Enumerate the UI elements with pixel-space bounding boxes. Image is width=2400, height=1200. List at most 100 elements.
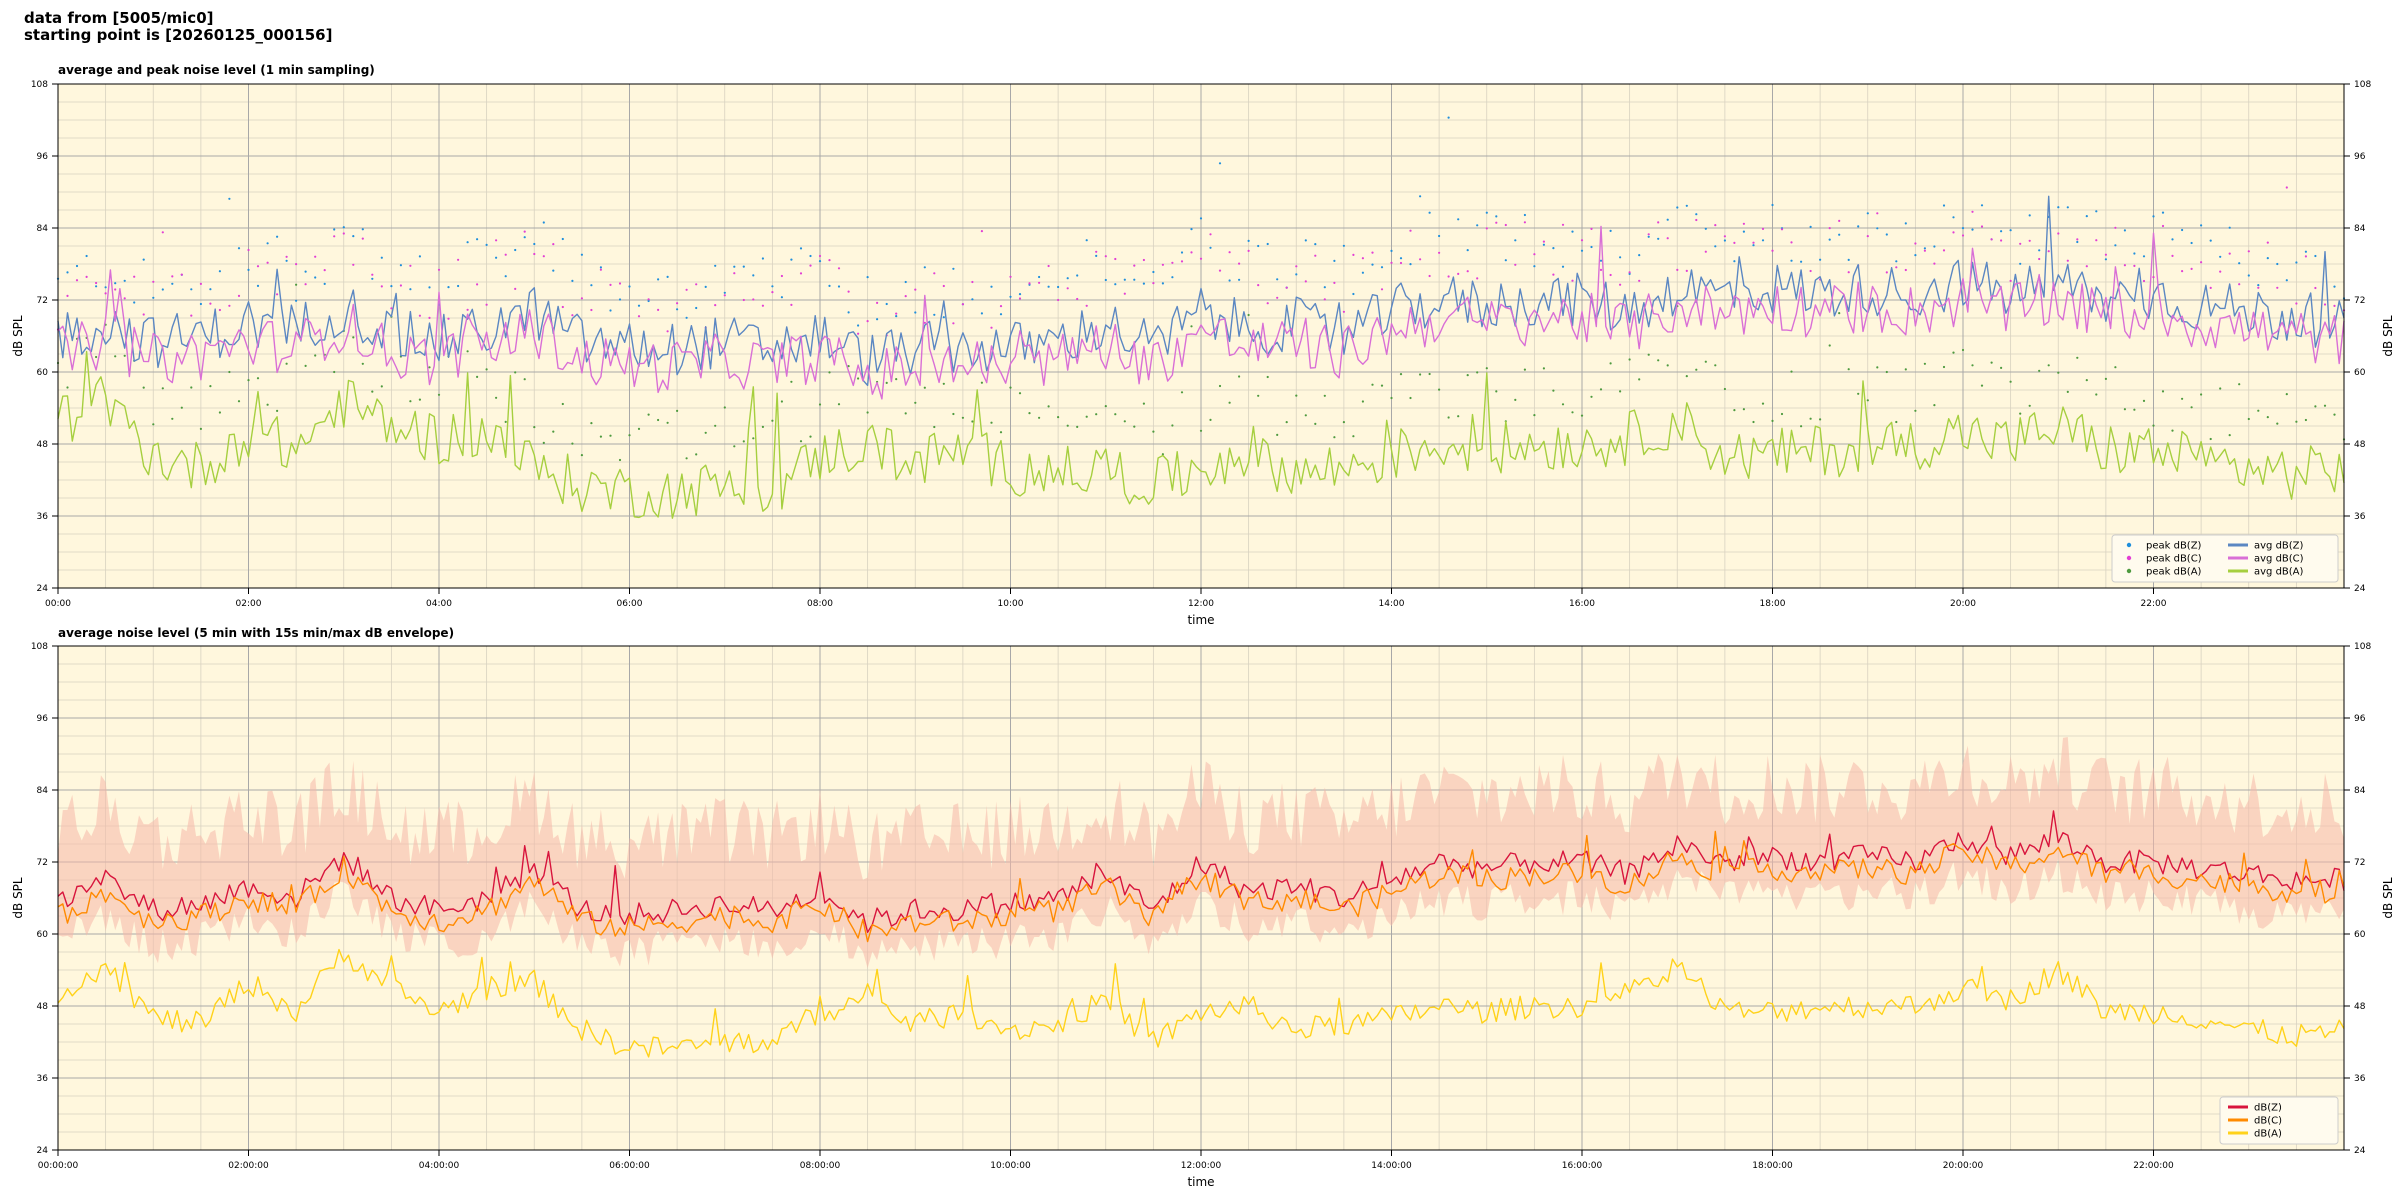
data-point	[1876, 366, 1879, 369]
data-point	[1942, 365, 1946, 369]
data-point	[237, 247, 241, 250]
data-point	[1095, 254, 1098, 257]
data-point	[2323, 303, 2327, 306]
data-point	[533, 426, 536, 429]
data-point	[1485, 367, 1488, 370]
data-point	[1980, 204, 1984, 207]
data-point	[1495, 221, 1498, 224]
data-point	[314, 276, 317, 279]
data-point	[1723, 235, 1726, 238]
data-point	[2028, 239, 2031, 242]
data-point	[980, 230, 984, 233]
data-point	[1714, 245, 1717, 248]
data-point	[657, 278, 660, 281]
data-point	[2190, 267, 2193, 270]
data-point	[1009, 275, 1012, 278]
data-point	[314, 354, 317, 357]
data-point	[1942, 249, 1946, 252]
data-point	[857, 377, 860, 380]
data-point	[514, 371, 517, 374]
data-point	[533, 242, 536, 246]
data-point	[1190, 228, 1193, 231]
y-axis-label-left: dB SPL	[11, 315, 25, 357]
data-point	[1685, 375, 1688, 378]
legend-box	[2219, 1096, 2339, 1145]
data-point	[1914, 409, 1917, 412]
data-point	[2019, 412, 2022, 415]
data-point	[1599, 268, 1603, 271]
data-point	[1133, 425, 1136, 428]
data-point	[1314, 422, 1317, 425]
y-tick-label-left: 36	[37, 512, 49, 522]
data-point	[104, 292, 107, 295]
data-point	[1180, 251, 1184, 254]
data-point	[1571, 230, 1574, 233]
data-point	[933, 313, 936, 316]
data-point	[1800, 425, 1803, 428]
data-point	[1561, 223, 1565, 226]
data-point	[1438, 251, 1441, 254]
data-point	[1333, 436, 1336, 439]
data-point	[1580, 239, 1584, 242]
data-point	[571, 314, 574, 317]
legend-label: peak dB(C)	[2146, 554, 2202, 565]
data-point	[85, 254, 88, 258]
data-point	[952, 322, 955, 325]
data-point	[1638, 279, 1641, 282]
legend-label: avg dB(C)	[2254, 554, 2304, 565]
data-point	[190, 386, 193, 389]
data-point	[514, 248, 517, 252]
data-point	[1333, 281, 1336, 284]
data-point	[1209, 246, 1212, 249]
data-point	[218, 308, 221, 312]
data-point	[428, 286, 431, 289]
data-point	[1533, 253, 1536, 256]
data-point	[1304, 414, 1307, 417]
data-point	[495, 396, 498, 399]
data-point	[1428, 372, 1431, 376]
data-point	[1647, 235, 1650, 238]
data-point	[2295, 420, 2298, 423]
data-point	[733, 445, 736, 448]
legend-label: dB(A)	[2254, 1129, 2282, 1140]
data-point	[2228, 434, 2231, 437]
data-point	[676, 308, 679, 311]
data-point	[1704, 227, 1707, 230]
data-point	[495, 256, 498, 259]
data-point	[466, 308, 469, 311]
data-point	[1371, 251, 1374, 254]
data-point	[990, 285, 993, 288]
series-line-avg-db-z-	[57, 195, 2345, 387]
data-point	[1361, 271, 1364, 274]
data-point	[2181, 228, 2184, 232]
data-point	[1695, 368, 1698, 371]
x-tick-label: 14:00	[1379, 599, 1405, 609]
data-point	[1390, 261, 1393, 264]
data-point	[1657, 237, 1660, 240]
data-point	[780, 296, 784, 299]
data-point	[1314, 254, 1317, 257]
y-tick-label-right: 60	[2354, 368, 2366, 378]
data-point	[2266, 416, 2269, 419]
data-point	[218, 411, 221, 414]
data-point	[485, 303, 488, 306]
data-point	[2276, 422, 2279, 425]
legend-label: peak dB(Z)	[2146, 541, 2202, 552]
data-point	[809, 264, 812, 267]
x-tick-label: 12:00	[1188, 599, 1214, 609]
data-point	[685, 316, 688, 319]
data-point	[666, 275, 669, 278]
data-point	[2152, 276, 2155, 279]
data-point	[1676, 206, 1679, 209]
data-point	[237, 294, 241, 297]
data-point	[799, 440, 803, 443]
data-point	[1971, 228, 1974, 231]
data-point	[2314, 286, 2317, 290]
data-point	[476, 375, 479, 378]
data-point	[237, 400, 241, 403]
data-point	[1123, 278, 1126, 281]
data-point	[1952, 351, 1955, 354]
data-point	[66, 294, 69, 297]
data-point	[409, 264, 412, 267]
